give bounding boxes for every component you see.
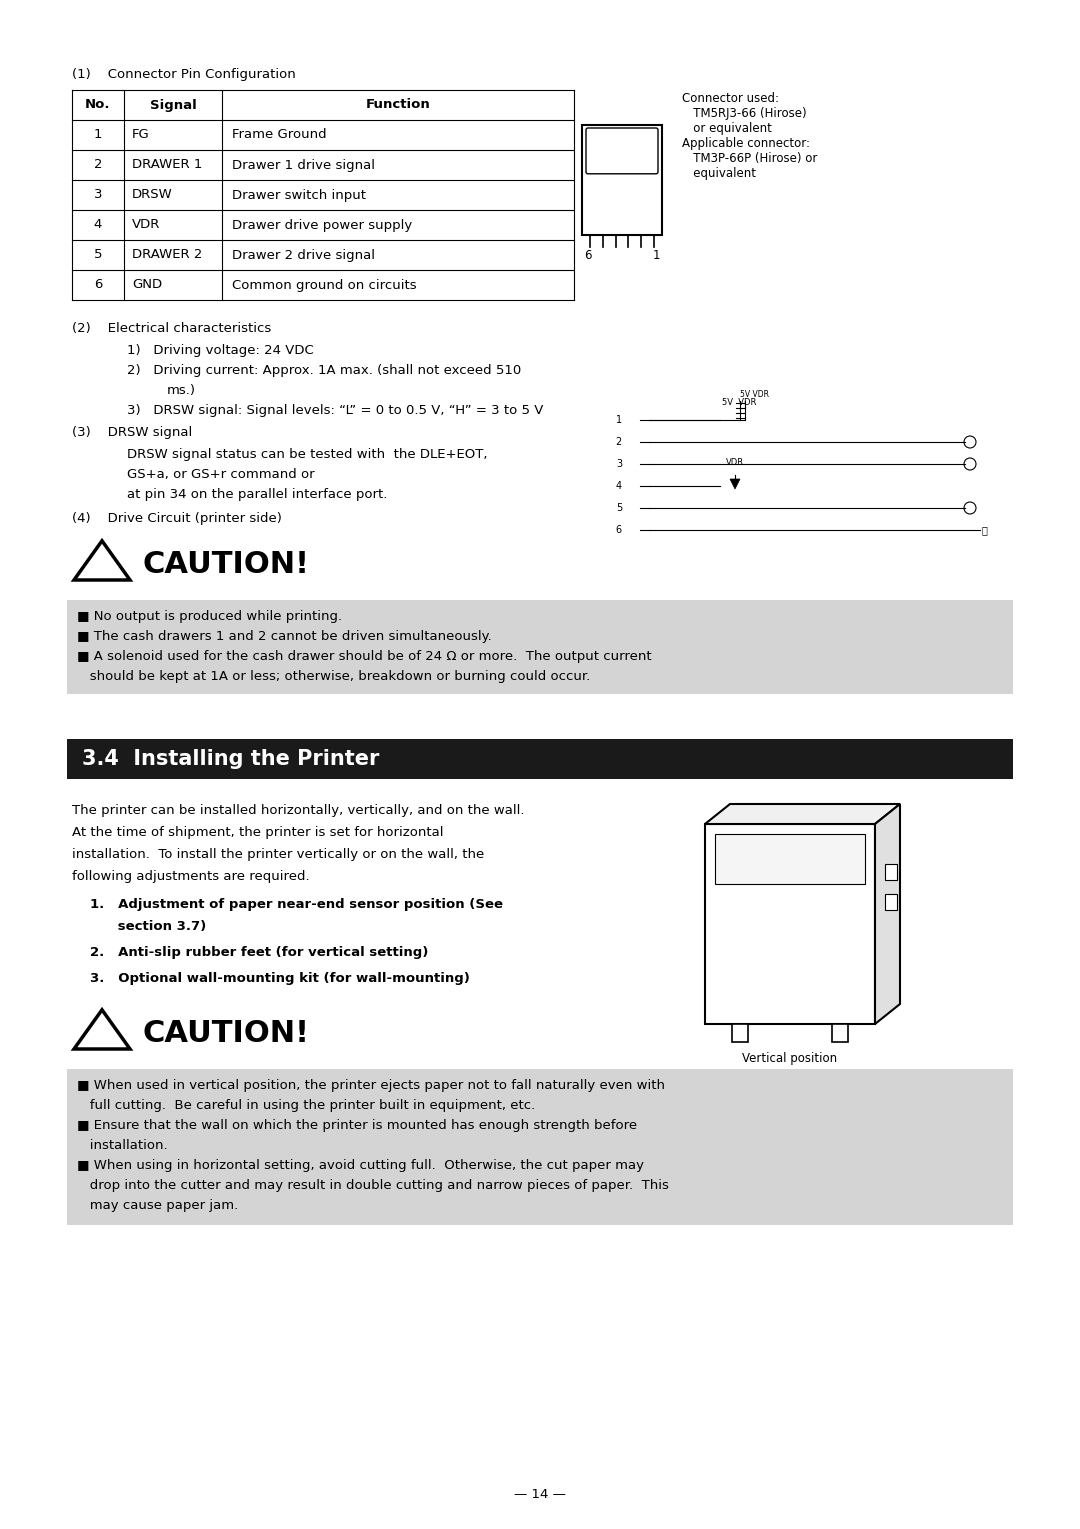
Bar [732, 1024, 748, 1041]
Bar [582, 125, 662, 235]
Text: DRSW signal status can be tested with  the DLE+EOT,: DRSW signal status can be tested with th… [127, 448, 487, 462]
Text: — 14 —: — 14 — [514, 1488, 566, 1501]
Text: CAUTION!: CAUTION! [141, 1018, 309, 1047]
Text: 4: 4 [94, 219, 103, 231]
Text: 5: 5 [616, 503, 622, 514]
Text: 2)   Driving current: Approx. 1A max. (shall not exceed 510: 2) Driving current: Approx. 1A max. (sha… [127, 364, 522, 378]
Polygon shape [75, 541, 130, 579]
Text: FG: FG [132, 128, 150, 142]
Text: Signal: Signal [150, 98, 197, 112]
Text: 2: 2 [94, 159, 103, 171]
Text: ■ No output is produced while printing.: ■ No output is produced while printing. [77, 610, 342, 622]
Text: Frame Ground: Frame Ground [232, 128, 326, 142]
Text: 3: 3 [616, 459, 622, 469]
Text: CAUTION!: CAUTION! [141, 550, 309, 579]
Text: 1: 1 [652, 249, 660, 261]
Bar [67, 739, 1013, 778]
Text: At the time of shipment, the printer is set for horizontal: At the time of shipment, the printer is … [72, 826, 444, 839]
Text: 4: 4 [616, 482, 622, 491]
Text: 5: 5 [94, 249, 103, 261]
Text: 6: 6 [616, 524, 622, 535]
Text: ■ The cash drawers 1 and 2 cannot be driven simultaneously.: ■ The cash drawers 1 and 2 cannot be dri… [77, 630, 491, 644]
Text: 1: 1 [616, 414, 622, 425]
Text: should be kept at 1A or less; otherwise, breakdown or burning could occur.: should be kept at 1A or less; otherwise,… [77, 670, 591, 683]
Text: ⏚: ⏚ [982, 524, 988, 535]
FancyBboxPatch shape [586, 128, 658, 174]
Text: following adjustments are required.: following adjustments are required. [72, 870, 310, 884]
Bar [715, 833, 865, 884]
Text: drop into the cutter and may result in double cutting and narrow pieces of paper: drop into the cutter and may result in d… [77, 1179, 669, 1193]
Text: Vertical position: Vertical position [742, 1052, 838, 1066]
Text: (4)    Drive Circuit (printer side): (4) Drive Circuit (printer side) [72, 512, 282, 524]
Text: 6: 6 [94, 278, 103, 292]
Text: may cause paper jam.: may cause paper jam. [77, 1199, 239, 1212]
Text: VDR: VDR [132, 219, 160, 231]
Text: full cutting.  Be careful in using the printer built in equipment, etc.: full cutting. Be careful in using the pr… [77, 1099, 536, 1112]
Text: Function: Function [366, 98, 430, 112]
Text: ■ When used in vertical position, the printer ejects paper not to fall naturally: ■ When used in vertical position, the pr… [77, 1079, 665, 1092]
Text: !: ! [96, 555, 108, 579]
Bar [67, 599, 1013, 694]
Text: ■ A solenoid used for the cash drawer should be of 24 Ω or more.  The output cur: ■ A solenoid used for the cash drawer sh… [77, 650, 651, 664]
Text: 2.   Anti-slip rubber feet (for vertical setting): 2. Anti-slip rubber feet (for vertical s… [90, 946, 429, 959]
Text: 5V VDR: 5V VDR [740, 390, 769, 399]
Bar [67, 1069, 1013, 1225]
Text: GND: GND [132, 278, 162, 292]
Text: DRAWER 2: DRAWER 2 [132, 249, 202, 261]
Text: section 3.7): section 3.7) [90, 920, 206, 933]
Polygon shape [875, 804, 900, 1024]
Text: VDR: VDR [726, 459, 744, 466]
Text: 2: 2 [616, 437, 622, 446]
Bar [832, 1024, 848, 1041]
Text: 3)   DRSW signal: Signal levels: “L” = 0 to 0.5 V, “H” = 3 to 5 V: 3) DRSW signal: Signal levels: “L” = 0 t… [127, 404, 543, 417]
Text: 5V  VDR: 5V VDR [723, 398, 756, 407]
Bar [885, 894, 897, 910]
Text: ■ Ensure that the wall on which the printer is mounted has enough strength befor: ■ Ensure that the wall on which the prin… [77, 1119, 637, 1131]
Text: installation.: installation. [77, 1139, 167, 1151]
Text: at pin 34 on the parallel interface port.: at pin 34 on the parallel interface port… [127, 488, 388, 502]
Text: (2)    Electrical characteristics: (2) Electrical characteristics [72, 323, 271, 335]
Bar [885, 864, 897, 881]
Text: 3.4  Installing the Printer: 3.4 Installing the Printer [82, 749, 379, 769]
Polygon shape [705, 804, 900, 824]
Text: DRSW: DRSW [132, 188, 173, 202]
Bar [705, 824, 875, 1024]
Text: Drawer switch input: Drawer switch input [232, 188, 366, 202]
Text: ■ When using in horizontal setting, avoid cutting full.  Otherwise, the cut pape: ■ When using in horizontal setting, avoi… [77, 1159, 644, 1173]
Text: 1)   Driving voltage: 24 VDC: 1) Driving voltage: 24 VDC [127, 344, 314, 356]
Text: Connector used:
   TM5RJ3-66 (Hirose)
   or equivalent
Applicable connector:
   : Connector used: TM5RJ3-66 (Hirose) or eq… [681, 92, 818, 180]
Text: installation.  To install the printer vertically or on the wall, the: installation. To install the printer ver… [72, 849, 484, 861]
Text: No.: No. [85, 98, 111, 112]
Text: ms.): ms.) [167, 384, 195, 398]
Text: 3.   Optional wall-mounting kit (for wall-mounting): 3. Optional wall-mounting kit (for wall-… [90, 972, 470, 985]
Polygon shape [730, 479, 740, 489]
Text: !: ! [96, 1024, 108, 1049]
Text: (1)    Connector Pin Configuration: (1) Connector Pin Configuration [72, 67, 296, 81]
Text: 1.   Adjustment of paper near-end sensor position (See: 1. Adjustment of paper near-end sensor p… [90, 898, 503, 911]
Text: Common ground on circuits: Common ground on circuits [232, 278, 417, 292]
Text: The printer can be installed horizontally, vertically, and on the wall.: The printer can be installed horizontall… [72, 804, 525, 816]
Text: DRAWER 1: DRAWER 1 [132, 159, 202, 171]
Text: GS+a, or GS+r command or: GS+a, or GS+r command or [127, 468, 314, 482]
Text: (3)    DRSW signal: (3) DRSW signal [72, 427, 192, 439]
Text: Drawer 2 drive signal: Drawer 2 drive signal [232, 249, 375, 261]
Polygon shape [75, 1009, 130, 1049]
Text: Drawer drive power supply: Drawer drive power supply [232, 219, 413, 231]
Text: 1: 1 [94, 128, 103, 142]
Text: Drawer 1 drive signal: Drawer 1 drive signal [232, 159, 375, 171]
Text: 3: 3 [94, 188, 103, 202]
Text: 6: 6 [584, 249, 592, 261]
